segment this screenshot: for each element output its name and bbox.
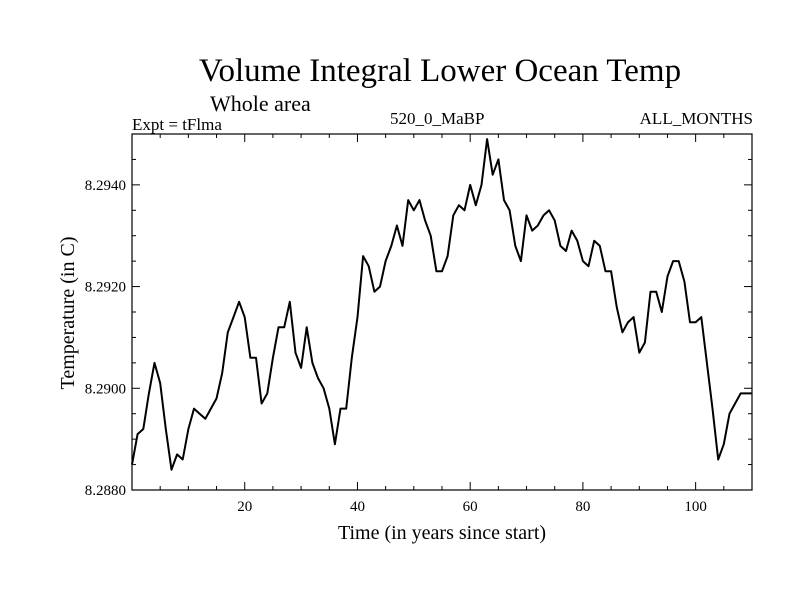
- experiment-label: Expt = tFlma: [132, 115, 222, 134]
- y-tick-label: 8.2940: [85, 178, 126, 194]
- x-tick-label: 40: [350, 499, 365, 515]
- period-label: 520_0_MaBP: [390, 109, 485, 128]
- x-tick-label: 60: [463, 499, 478, 515]
- y-tick-label: 8.2920: [85, 280, 126, 296]
- x-tick-label: 80: [575, 499, 590, 515]
- chart-title: Volume Integral Lower Ocean Temp: [198, 53, 682, 89]
- y-tick-label: 8.2880: [85, 483, 126, 499]
- plot-frame: [131, 133, 753, 491]
- x-tick-label: 100: [684, 499, 707, 515]
- chart-subtitle: Whole area: [210, 91, 311, 116]
- x-tick-label: 20: [237, 499, 252, 515]
- axis-ticks: 20 40 60 80 100 8.2880 8.2900 8.2920 8.2940: [85, 134, 752, 515]
- series-line: [131, 138, 752, 471]
- y-tick-label: 8.2900: [85, 381, 126, 397]
- months-label: ALL_MONTHS: [639, 109, 753, 128]
- x-axis-label: Time (in years since start): [337, 522, 547, 544]
